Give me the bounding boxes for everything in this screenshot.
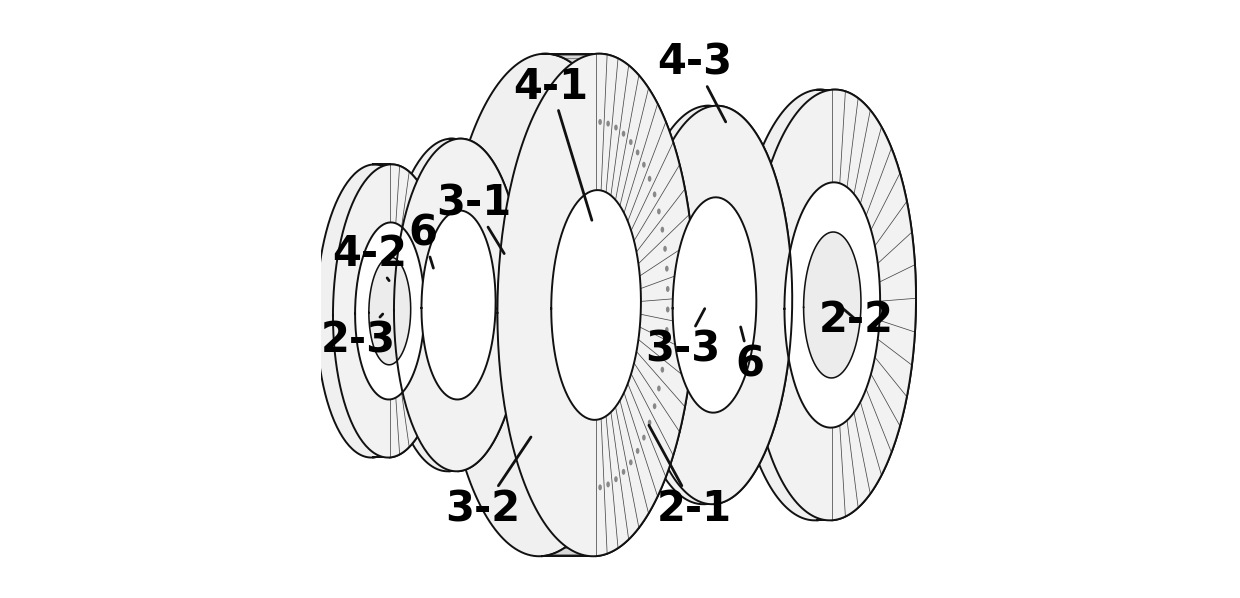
Polygon shape [637, 106, 792, 504]
Ellipse shape [666, 286, 670, 292]
Ellipse shape [629, 139, 632, 145]
Polygon shape [368, 257, 410, 365]
Ellipse shape [621, 131, 625, 137]
Ellipse shape [636, 448, 640, 454]
Text: 4-1: 4-1 [513, 66, 591, 220]
Polygon shape [734, 90, 901, 520]
Text: 3-2: 3-2 [445, 437, 531, 530]
Ellipse shape [614, 124, 618, 130]
Polygon shape [355, 222, 424, 399]
Polygon shape [497, 54, 694, 556]
Polygon shape [450, 139, 523, 471]
Polygon shape [316, 164, 430, 457]
Ellipse shape [665, 327, 668, 333]
Text: 6: 6 [735, 327, 765, 386]
Ellipse shape [642, 435, 646, 441]
Ellipse shape [663, 347, 667, 353]
Text: 3-1: 3-1 [436, 182, 511, 254]
Ellipse shape [652, 191, 656, 197]
Polygon shape [789, 232, 846, 378]
Polygon shape [770, 182, 866, 428]
Polygon shape [413, 210, 486, 399]
Ellipse shape [606, 121, 610, 127]
Ellipse shape [647, 176, 651, 182]
Text: 4-3: 4-3 [657, 42, 733, 122]
Ellipse shape [661, 367, 665, 373]
Ellipse shape [647, 420, 651, 426]
Text: 2-2: 2-2 [818, 299, 894, 341]
Ellipse shape [614, 476, 618, 482]
Ellipse shape [636, 150, 640, 155]
Ellipse shape [666, 307, 670, 313]
Text: 3-3: 3-3 [645, 309, 720, 371]
Polygon shape [552, 190, 641, 420]
Polygon shape [663, 197, 748, 413]
Ellipse shape [657, 386, 661, 392]
Polygon shape [749, 90, 916, 520]
Ellipse shape [661, 227, 665, 233]
Ellipse shape [599, 484, 601, 490]
Polygon shape [672, 197, 756, 413]
Text: 6: 6 [408, 212, 438, 268]
Polygon shape [422, 210, 496, 399]
Polygon shape [497, 190, 587, 420]
Polygon shape [627, 106, 784, 504]
Polygon shape [542, 54, 694, 556]
Ellipse shape [657, 209, 661, 215]
Polygon shape [339, 222, 408, 399]
Ellipse shape [599, 119, 601, 125]
Polygon shape [804, 232, 861, 378]
Polygon shape [817, 90, 916, 520]
Ellipse shape [652, 403, 656, 409]
Polygon shape [352, 257, 394, 365]
Polygon shape [785, 182, 880, 428]
Polygon shape [334, 164, 446, 457]
Ellipse shape [629, 459, 632, 465]
Ellipse shape [665, 266, 668, 271]
Polygon shape [384, 139, 515, 471]
Text: 2-3: 2-3 [320, 314, 396, 362]
Polygon shape [444, 54, 641, 556]
Ellipse shape [621, 469, 625, 475]
Text: 2-1: 2-1 [649, 425, 733, 530]
Ellipse shape [642, 161, 646, 167]
Ellipse shape [606, 481, 610, 487]
Polygon shape [706, 106, 792, 504]
Polygon shape [394, 139, 523, 471]
Polygon shape [373, 164, 446, 457]
Ellipse shape [663, 246, 667, 252]
Text: 4-2: 4-2 [332, 233, 408, 280]
